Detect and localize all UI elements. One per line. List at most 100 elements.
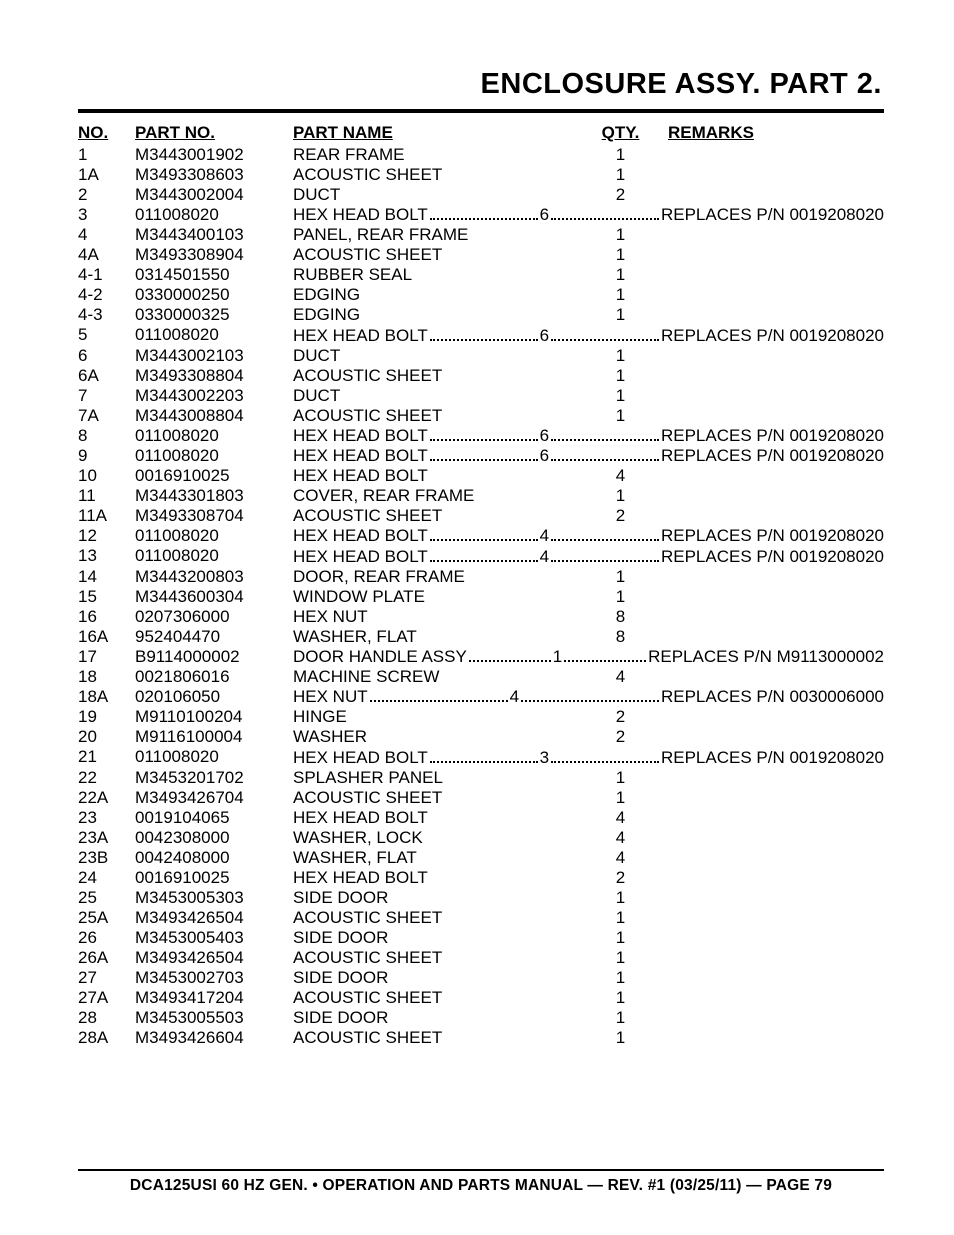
cell-no: 10 [78,466,135,486]
table-row: 23B0042408000WASHER, FLAT4 [78,848,884,868]
cell-name: ACOUSTIC SHEET [293,988,573,1008]
cell-partno: 011008020 [135,205,293,225]
table-row: 22AM3493426704ACOUSTIC SHEET1 [78,788,884,808]
table-row: 28M3453005503SIDE DOOR1 [78,1008,884,1028]
parts-table: NO. PART NO. PART NAME QTY. REMARKS 1M34… [78,123,884,1048]
cell-name: HEX HEAD BOLT [293,547,428,567]
cell-remarks [668,888,884,908]
cell-partno: 0042408000 [135,848,293,868]
cell-leader: HEX HEAD BOLT6REPLACES P/N 0019208020 [293,446,884,466]
cell-name: WASHER [293,727,573,747]
cell-partno: M3493426504 [135,908,293,928]
cell-no: 25A [78,908,135,928]
cell-no: 8 [78,426,135,446]
cell-name: WINDOW PLATE [293,587,573,607]
cell-leader: HEX HEAD BOLT4REPLACES P/N 0019208020 [293,526,884,546]
table-row: 3011008020HEX HEAD BOLT6REPLACES P/N 001… [78,205,884,225]
cell-partno: M3443001902 [135,145,293,165]
cell-name: HEX HEAD BOLT [293,748,428,768]
cell-leader: DOOR HANDLE ASSY1REPLACES P/N M911300000… [293,647,884,667]
cell-partno: M3453201702 [135,768,293,788]
cell-partno: 011008020 [135,325,293,345]
table-body: 1M3443001902REAR FRAME11AM3493308603ACOU… [78,145,884,1048]
cell-name: SPLASHER PANEL [293,768,573,788]
cell-name: ACOUSTIC SHEET [293,406,573,426]
cell-name: DUCT [293,185,573,205]
cell-remarks [668,406,884,426]
cell-partno: M3493417204 [135,988,293,1008]
cell-qty: 1 [573,225,668,245]
cell-qty: 1 [573,165,668,185]
cell-remarks [668,667,884,687]
title-rule [78,109,884,113]
cell-qty: 1 [573,285,668,305]
cell-remarks [668,145,884,165]
cell-remarks [668,225,884,245]
cell-remarks [668,768,884,788]
cell-name: DUCT [293,346,573,366]
col-header-partno: PART NO. [135,123,293,145]
cell-no: 16 [78,607,135,627]
cell-partno: 011008020 [135,526,293,546]
cell-no: 20 [78,727,135,747]
cell-qty: 4 [573,466,668,486]
cell-name: ACOUSTIC SHEET [293,948,573,968]
table-row: 11AM3493308704ACOUSTIC SHEET2 [78,506,884,526]
cell-qty: 1 [573,788,668,808]
col-header-qty: QTY. [573,123,668,145]
cell-no: 18A [78,687,135,707]
cell-partno: 011008020 [135,446,293,466]
cell-partno: M3493308904 [135,245,293,265]
cell-qty: 8 [573,607,668,627]
cell-remarks [668,808,884,828]
cell-partno: M3443002004 [135,185,293,205]
cell-remarks: REPLACES P/N M9113000002 [648,647,884,667]
cell-remarks: REPLACES P/N 0019208020 [661,205,884,225]
cell-partno: M3493426704 [135,788,293,808]
cell-partno: M3493426504 [135,948,293,968]
table-row: 6AM3493308804ACOUSTIC SHEET1 [78,366,884,386]
cell-no: 24 [78,868,135,888]
cell-name: HEX NUT [293,607,573,627]
table-row: 19M9110100204HINGE2 [78,707,884,727]
cell-qty: 1 [573,988,668,1008]
cell-qty: 1 [553,647,562,667]
table-row: 27M3453002703SIDE DOOR1 [78,968,884,988]
cell-no: 1 [78,145,135,165]
table-row: 27AM3493417204ACOUSTIC SHEET1 [78,988,884,1008]
cell-no: 4A [78,245,135,265]
cell-qty: 1 [573,486,668,506]
cell-no: 9 [78,446,135,466]
cell-partno: M3493426604 [135,1028,293,1048]
cell-name: ACOUSTIC SHEET [293,506,573,526]
cell-name: ACOUSTIC SHEET [293,245,573,265]
cell-name: ACOUSTIC SHEET [293,165,573,185]
cell-qty: 1 [573,245,668,265]
cell-no: 4-1 [78,265,135,285]
cell-no: 2 [78,185,135,205]
cell-no: 26A [78,948,135,968]
cell-partno: 0021806016 [135,667,293,687]
cell-leader: HEX HEAD BOLT6REPLACES P/N 0019208020 [293,325,884,345]
table-row: 230019104065HEX HEAD BOLT4 [78,808,884,828]
cell-name: ACOUSTIC SHEET [293,366,573,386]
table-row: 180021806016MACHINE SCREW4 [78,667,884,687]
cell-partno: M9116100004 [135,727,293,747]
cell-qty: 1 [573,305,668,325]
cell-qty: 6 [540,426,549,446]
table-row: 2M3443002004DUCT2 [78,185,884,205]
cell-remarks [668,165,884,185]
cell-name: WASHER, FLAT [293,627,573,647]
cell-name: HEX NUT [293,687,368,707]
cell-remarks [668,627,884,647]
cell-leader: HEX NUT4REPLACES P/N 0030006000 [293,687,884,707]
cell-name: ACOUSTIC SHEET [293,788,573,808]
cell-remarks: REPLACES P/N 0030006000 [661,687,884,707]
cell-partno: 0207306000 [135,607,293,627]
cell-qty: 1 [573,908,668,928]
cell-partno: M3443200803 [135,567,293,587]
cell-no: 25 [78,888,135,908]
cell-partno: M3443002203 [135,386,293,406]
cell-partno: M3493308704 [135,506,293,526]
cell-name: HEX HEAD BOLT [293,526,428,546]
